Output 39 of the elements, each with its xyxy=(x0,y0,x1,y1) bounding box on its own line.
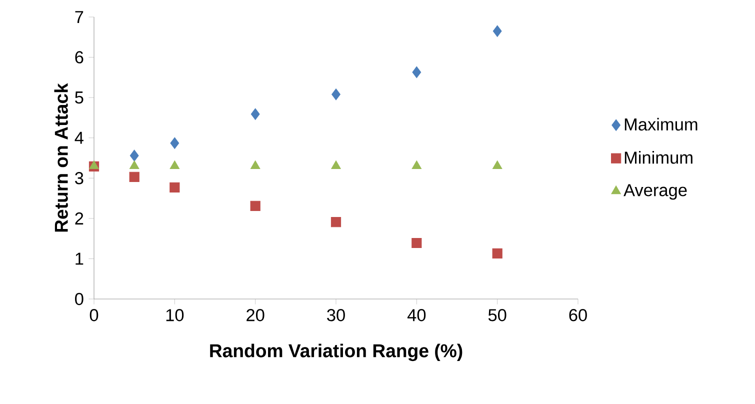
point xyxy=(170,160,180,169)
point xyxy=(250,200,260,211)
y-axis-title: Return on Attack xyxy=(54,83,68,232)
legend-label: Minimum xyxy=(624,151,692,164)
point xyxy=(412,160,422,169)
y-tick-label: 1 xyxy=(76,252,84,265)
point xyxy=(331,160,341,169)
x-tick-label: 40 xyxy=(407,309,426,322)
x-tick-label: 30 xyxy=(327,309,345,322)
point xyxy=(250,108,260,120)
x-axis-title: Random Variation Range (%) xyxy=(210,344,462,362)
point xyxy=(492,25,502,37)
point xyxy=(89,160,99,169)
x-tick-label: 20 xyxy=(246,309,264,322)
y-tick-label: 7 xyxy=(75,11,84,23)
legend-label: Average xyxy=(624,184,687,200)
point xyxy=(130,150,139,162)
x-tick-label: 60 xyxy=(569,309,587,322)
point xyxy=(412,66,422,78)
x-tick-label: 10 xyxy=(166,309,184,322)
y-tick-label: 2 xyxy=(75,212,84,224)
point xyxy=(170,182,180,192)
point xyxy=(412,238,422,248)
legend-label: Maximum xyxy=(624,118,698,131)
x-tick-label: 50 xyxy=(488,309,506,322)
point xyxy=(129,172,140,182)
point xyxy=(129,160,140,169)
point xyxy=(330,217,342,228)
y-tick-label: 3 xyxy=(75,172,84,184)
point xyxy=(170,137,180,149)
y-tick-label: 0 xyxy=(75,292,84,306)
point xyxy=(492,248,502,259)
point xyxy=(250,160,260,169)
y-tick-label: 5 xyxy=(75,92,84,104)
y-tick-label: 4 xyxy=(74,132,84,144)
point xyxy=(492,160,502,169)
y-tick-label: 6 xyxy=(75,51,84,64)
x-tick-label: 0 xyxy=(90,309,98,322)
point xyxy=(332,88,340,100)
